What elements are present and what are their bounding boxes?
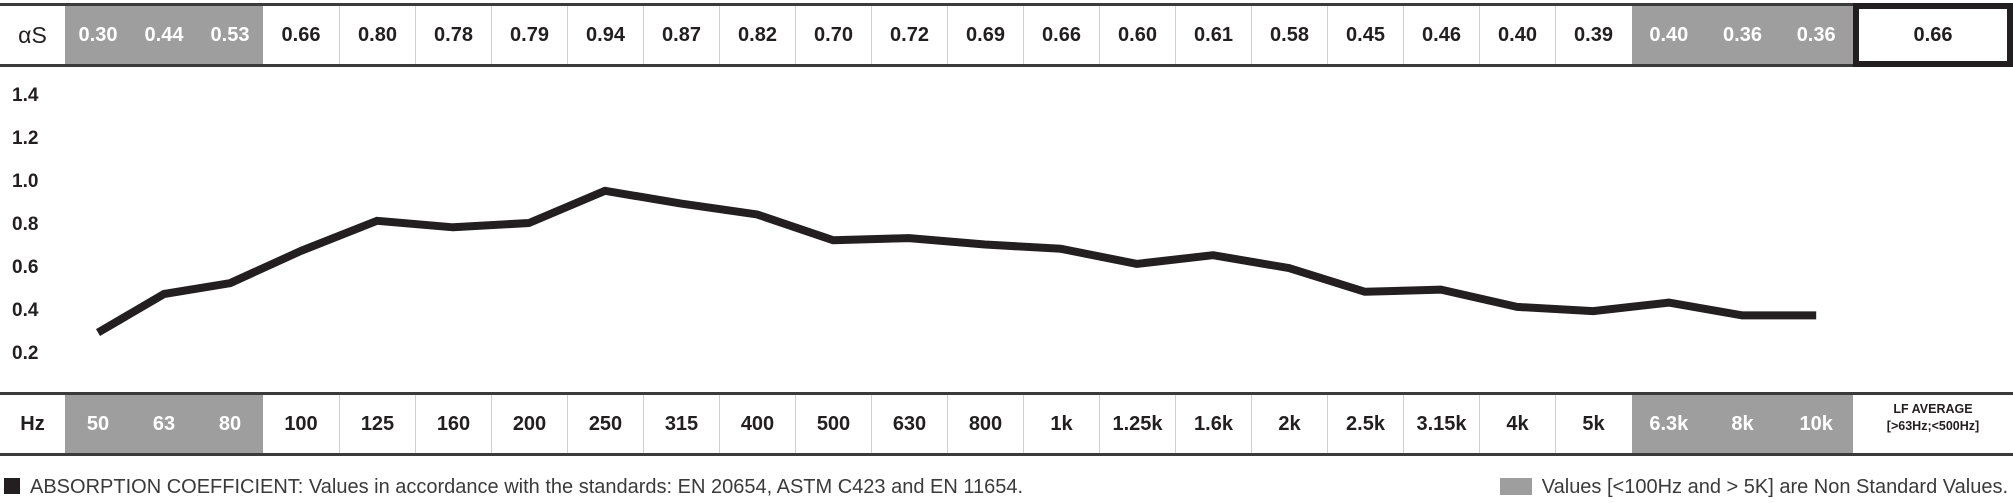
frequency-tick-label: 160 <box>415 395 491 453</box>
hz-label: Hz <box>20 413 45 435</box>
y-tick-label: 1.4 <box>12 85 39 106</box>
coefficient-value-cell: 0.58 <box>1251 6 1327 64</box>
frequency-tick-label: 80 <box>218 413 242 435</box>
frequency-tick-label: 5k <box>1555 395 1631 453</box>
y-tick-label: 0.6 <box>12 257 38 278</box>
coefficient-value-cell: 0.36 <box>1723 24 1762 46</box>
non-standard-note: Values [<100Hz and > 5K] are Non Standar… <box>1541 476 2008 498</box>
coefficient-value-cell: 0.82 <box>719 6 795 64</box>
frequency-tick-label: 4k <box>1479 395 1555 453</box>
y-tick-label: 1.2 <box>12 128 38 149</box>
coefficient-value-cell: 0.79 <box>491 6 567 64</box>
frequency-tick-label: 400 <box>719 395 795 453</box>
y-tick-label: 0.4 <box>12 300 39 321</box>
coefficient-value-cell: 0.80 <box>339 6 415 64</box>
non-standard-swatch-icon <box>1499 478 1532 495</box>
coefficient-value-cell: 0.39 <box>1555 6 1631 64</box>
coefficient-row: αS 0.30 0.44 0.53 0.66 0.80 0.78 0.79 0.94 0.87 0… <box>0 3 2013 67</box>
coefficient-value-cell: 0.30 <box>78 24 118 46</box>
y-tick-label: 0.2 <box>12 343 38 364</box>
frequency-tick-label: 6.3k <box>1649 413 1689 435</box>
y-tick-label: 0.8 <box>12 214 38 235</box>
frequency-tick-label: 315 <box>643 395 719 453</box>
coefficient-value-cell: 0.46 <box>1403 6 1479 64</box>
non-standard-legend: Values [<100Hz and > 5K] are Non Standar… <box>1499 476 2008 499</box>
coefficient-value-cell: 0.40 <box>1479 6 1555 64</box>
coefficient-value-cell: 0.72 <box>871 6 947 64</box>
frequency-tick-label: 2.5k <box>1327 395 1403 453</box>
coefficient-value-cell: 0.69 <box>947 6 1023 64</box>
frequency-tick-label: 63 <box>152 413 176 435</box>
lf-average-label: LF AVERAGE [>63Hz;<500Hz] <box>1853 401 2013 435</box>
coefficient-value-cell: 0.94 <box>567 6 643 64</box>
frequency-tick-label: 10k <box>1799 413 1833 435</box>
frequency-tick-label: 125 <box>339 395 415 453</box>
frequency-row: Hz 50 63 80 100 125 160 200 250 315 400 500 630 800 1… <box>0 392 2013 456</box>
frequency-tick-label: 1k <box>1023 395 1099 453</box>
frequency-tick-label: 100 <box>284 413 318 435</box>
frequency-tick-label: 2k <box>1251 395 1327 453</box>
coefficient-value-cell: 0.78 <box>415 6 491 64</box>
non-standard-band-high <box>1632 6 1853 64</box>
frequency-tick-label: 800 <box>947 395 1023 453</box>
frequency-tick-label: 500 <box>795 395 871 453</box>
frequency-tick-label: 50 <box>86 413 110 435</box>
non-standard-band-high <box>1632 395 1853 453</box>
non-standard-band-low <box>65 6 263 64</box>
frequency-tick-label: 250 <box>567 395 643 453</box>
legend-square-icon <box>4 478 20 494</box>
coefficient-value-cell: 0.70 <box>795 6 871 64</box>
absorption-curve <box>95 186 1817 337</box>
alpha-s-label: αS <box>18 22 47 48</box>
lf-average-range: [>63Hz;<500Hz] <box>1886 419 1980 433</box>
coefficient-value-cell: 0.53 <box>210 24 250 46</box>
coefficient-value-cell: 0.60 <box>1099 6 1175 64</box>
coefficient-value-cell: 0.45 <box>1327 6 1403 64</box>
y-tick-label: 1.0 <box>12 171 38 192</box>
coefficient-value-cell: 0.87 <box>643 6 719 64</box>
coefficient-value-cell: 0.61 <box>1175 6 1251 64</box>
frequency-tick-label: 8k <box>1731 413 1754 435</box>
absorption-chart: 1.4 1.2 1.0 0.8 0.6 0.4 0.2 <box>12 85 1817 364</box>
absorption-legend: ABSORPTION COEFFICIENT: Values in accord… <box>4 476 1023 499</box>
frequency-tick-label: 1.6k <box>1175 395 1251 453</box>
coefficient-value-cell: 0.44 <box>144 24 184 46</box>
coefficient-value-cell: 0.66 <box>1023 6 1099 64</box>
legend-text: ABSORPTION COEFFICIENT: Values in accord… <box>30 476 1024 498</box>
frequency-tick-label: 630 <box>871 395 947 453</box>
coefficient-value-cell: 0.40 <box>1649 24 1689 46</box>
frequency-tick-label: 200 <box>491 395 567 453</box>
coefficient-value-cell: 0.66 <box>281 24 321 46</box>
non-standard-band-low <box>65 395 263 453</box>
frequency-tick-label: 1.25k <box>1099 395 1175 453</box>
lf-average-title: LF AVERAGE <box>1893 402 1973 416</box>
frequency-tick-label: 3.15k <box>1403 395 1479 453</box>
coefficient-value-cell: 0.36 <box>1796 24 1836 46</box>
lf-average-value: 0.66 <box>1853 3 2013 67</box>
